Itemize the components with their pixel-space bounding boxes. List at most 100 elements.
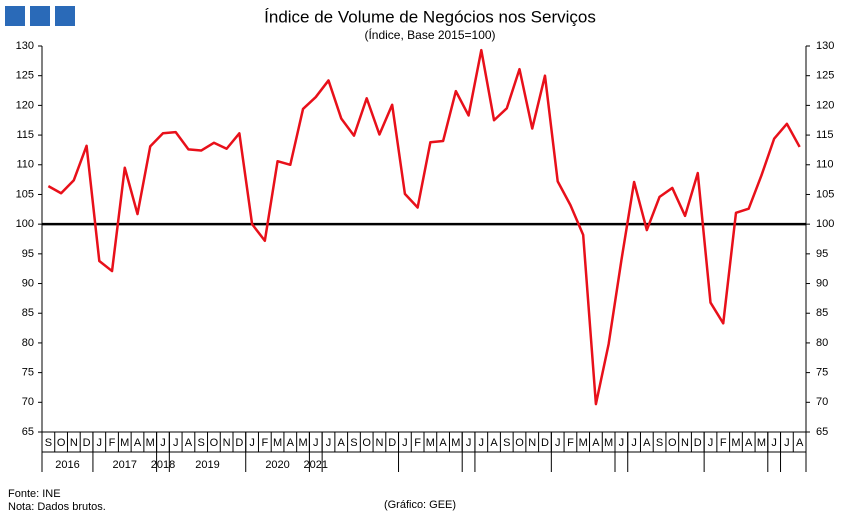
x-tick-label: J (313, 437, 319, 449)
x-tick-label: S (197, 437, 204, 449)
x-tick-label: J (619, 437, 625, 449)
source-note: Fonte: INE (8, 488, 61, 500)
year-label: 2020 (265, 459, 289, 471)
x-tick-label: J (771, 437, 777, 449)
x-tick-label: A (643, 437, 651, 449)
x-tick-label: O (57, 437, 66, 449)
y2-tick-label: 105 (816, 188, 834, 200)
logo-square (5, 6, 25, 26)
x-tick-label: S (350, 437, 357, 449)
y-tick-label: 90 (22, 277, 34, 289)
y-tick-label: 115 (16, 129, 34, 141)
x-tick-label: N (528, 437, 536, 449)
year-label: 2017 (113, 459, 137, 471)
x-tick-label: A (134, 437, 142, 449)
x-tick-label: J (97, 437, 103, 449)
x-tick-label: M (298, 437, 307, 449)
y-tick-label: 65 (22, 426, 34, 438)
y-tick-label: 105 (16, 188, 34, 200)
x-tick-label: M (731, 437, 740, 449)
y-tick-label: 110 (16, 159, 34, 171)
x-tick-label: J (160, 437, 166, 449)
x-tick-label: N (375, 437, 383, 449)
x-tick-label: J (173, 437, 179, 449)
y-tick-label: 120 (16, 99, 34, 111)
data-line (47, 48, 801, 406)
x-tick-label: N (223, 437, 231, 449)
x-tick-label: D (83, 437, 91, 449)
y2-tick-label: 115 (816, 129, 834, 141)
x-tick-label: O (668, 437, 677, 449)
y2-tick-label: 95 (816, 248, 828, 260)
x-tick-label: N (70, 437, 78, 449)
y2-tick-label: 130 (816, 40, 834, 52)
y2-tick-label: 90 (816, 277, 828, 289)
logo-square (55, 6, 75, 26)
x-tick-label: O (515, 437, 524, 449)
x-tick-label: M (273, 437, 282, 449)
y2-tick-label: 65 (816, 426, 828, 438)
x-tick-label: A (287, 437, 295, 449)
x-tick-label: S (656, 437, 663, 449)
x-tick-label: A (490, 437, 498, 449)
x-tick-label: J (402, 437, 408, 449)
x-tick-label: J (631, 437, 637, 449)
x-tick-label: J (479, 437, 485, 449)
year-label: 2019 (195, 459, 219, 471)
x-tick-label: M (426, 437, 435, 449)
x-tick-label: A (439, 437, 447, 449)
y-tick-label: 95 (22, 248, 34, 260)
year-label: 2021 (304, 459, 328, 471)
x-tick-label: J (466, 437, 472, 449)
credit: (Gráfico: GEE) (384, 499, 456, 511)
x-tick-label: F (109, 437, 116, 449)
x-tick-label: D (541, 437, 549, 449)
y-tick-label: 80 (22, 337, 34, 349)
x-tick-label: O (362, 437, 371, 449)
x-tick-label: D (235, 437, 243, 449)
chart-subtitle: (Índice, Base 2015=100) (364, 27, 495, 42)
x-tick-label: S (45, 437, 52, 449)
year-label: 2018 (151, 459, 175, 471)
y-tick-label: 75 (22, 367, 34, 379)
x-tick-label: A (185, 437, 193, 449)
x-tick-label: F (414, 437, 421, 449)
x-tick-label: D (388, 437, 396, 449)
y2-tick-label: 75 (816, 367, 828, 379)
chart-title: Índice de Volume de Negócios nos Serviço… (264, 7, 596, 26)
y-tick-label: 125 (16, 70, 34, 82)
y2-tick-label: 70 (816, 396, 828, 408)
x-tick-label: S (503, 437, 510, 449)
x-tick-label: M (120, 437, 129, 449)
x-tick-label: D (694, 437, 702, 449)
x-tick-label: M (451, 437, 460, 449)
x-tick-label: A (796, 437, 804, 449)
x-tick-label: F (720, 437, 727, 449)
x-tick-label: A (745, 437, 753, 449)
x-tick-label: M (579, 437, 588, 449)
y-tick-label: 100 (16, 218, 34, 230)
x-tick-label: J (784, 437, 790, 449)
x-tick-label: J (326, 437, 332, 449)
x-tick-label: J (708, 437, 714, 449)
x-tick-label: F (567, 437, 574, 449)
y2-tick-label: 85 (816, 307, 828, 319)
x-tick-label: M (604, 437, 613, 449)
x-tick-label: M (146, 437, 155, 449)
x-tick-label: J (555, 437, 561, 449)
y2-tick-label: 120 (816, 99, 834, 111)
y2-tick-label: 100 (816, 218, 834, 230)
data-note: Nota: Dados brutos. (8, 501, 106, 513)
x-tick-label: J (249, 437, 255, 449)
x-tick-label: N (681, 437, 689, 449)
y-tick-label: 70 (22, 396, 34, 408)
year-label: 2016 (55, 459, 79, 471)
y2-tick-label: 125 (816, 70, 834, 82)
x-tick-label: M (757, 437, 766, 449)
y2-tick-label: 80 (816, 337, 828, 349)
x-tick-label: F (261, 437, 268, 449)
x-tick-label: O (210, 437, 219, 449)
y-tick-label: 85 (22, 307, 34, 319)
y2-tick-label: 110 (816, 159, 834, 171)
